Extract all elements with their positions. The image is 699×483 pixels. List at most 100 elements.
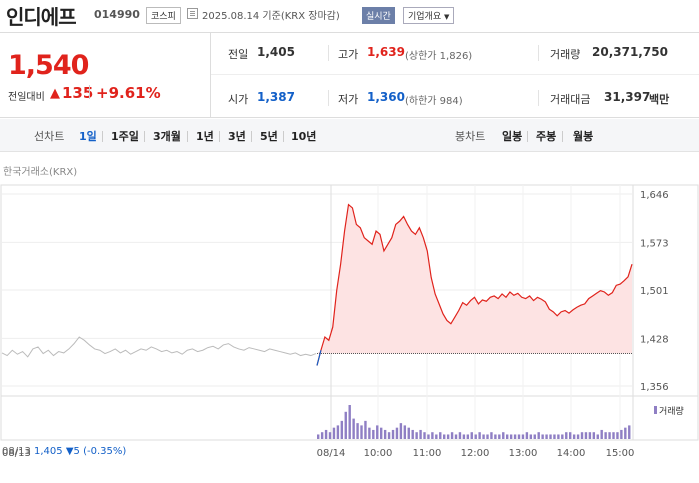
y-tick-label: 1,501 [640, 286, 669, 297]
tab-monthly[interactable]: 월봉 [573, 130, 594, 143]
volume-bar [399, 423, 403, 439]
quote-panel [0, 32, 699, 118]
stock-name: 인디에프 [6, 5, 77, 29]
volume-bar [620, 429, 623, 439]
tab-1w[interactable]: 1주일 [111, 130, 139, 143]
volume-bar [474, 434, 477, 439]
volume-bar [565, 432, 568, 439]
volume-bar [498, 434, 501, 439]
quote-divider [328, 90, 329, 106]
volume-bar [320, 432, 324, 439]
volume-bar [529, 434, 533, 439]
volume-bar [553, 434, 556, 439]
high-value: 1,639 [367, 45, 405, 59]
volume-bar [545, 434, 548, 439]
x-tick-label: 14:00 [557, 448, 586, 459]
volume-bar [616, 432, 619, 439]
volume-bar [415, 432, 418, 439]
volume-bar [364, 420, 367, 439]
tab-1d[interactable]: 1일 [79, 130, 97, 143]
down-arrow-icon: ▼ [65, 446, 74, 457]
volume-bar [588, 432, 592, 439]
x-tick-label: 11:00 [413, 448, 442, 459]
tab-5y[interactable]: 5년 [260, 130, 278, 143]
up-arrow-icon: ▲ [50, 86, 60, 101]
tab-daily[interactable]: 일봉 [502, 130, 523, 143]
volume-bar [317, 434, 320, 439]
volume-bar [324, 429, 328, 439]
tab-divider [251, 131, 252, 142]
y-tick-label: 1,428 [640, 334, 669, 345]
trade-value-label: 거래대금 [550, 93, 591, 106]
volume-bar [502, 432, 505, 439]
price-change: 135 [62, 84, 94, 102]
low-label: 저가 [338, 93, 359, 106]
change-divider [89, 85, 90, 99]
volume-bar [561, 434, 564, 439]
change-label: 전일대비 [8, 92, 45, 103]
plot-frame [0, 184, 699, 441]
company-overview-dropdown[interactable]: 기업개요 ▼ [403, 7, 455, 24]
chart-tabs-bar [0, 119, 699, 152]
tab-10y[interactable]: 10년 [291, 130, 317, 143]
volume-bar [470, 432, 473, 439]
tab-3y[interactable]: 3년 [228, 130, 246, 143]
trade-value: 31,397 [604, 90, 651, 104]
volume-bar [580, 432, 584, 439]
volume-bar [506, 434, 509, 439]
volume-bar [466, 434, 470, 439]
tab-1y[interactable]: 1년 [196, 130, 214, 143]
volume-bar [387, 432, 391, 439]
volume-bar [419, 429, 422, 439]
volume-bar [336, 425, 340, 439]
volume-bar [525, 432, 529, 439]
tab-3m[interactable]: 3개월 [153, 130, 181, 143]
tab-divider [527, 131, 528, 142]
realtime-button[interactable]: 실시간 [362, 7, 395, 24]
volume-bar [376, 425, 379, 439]
volume-bar [356, 423, 359, 439]
quote-date: 2025.08.14 기준(KRX 장마감) [202, 11, 340, 22]
tab-divider [219, 131, 220, 142]
x-tick-label: 08/13 [2, 448, 31, 459]
x-tick-label: 15:00 [606, 448, 635, 459]
x-tick-label: 13:00 [509, 448, 538, 459]
volume-bar [443, 434, 446, 439]
open-value: 1,387 [257, 90, 295, 104]
volume-bar [549, 434, 552, 439]
tab-divider [144, 131, 145, 142]
panel-divider [210, 32, 211, 118]
volume-bar [604, 432, 607, 439]
volume-bar [332, 427, 336, 439]
volume-bar [348, 405, 351, 439]
prev-day-line [1, 336, 317, 358]
volume-bar [360, 425, 363, 439]
tab-weekly[interactable]: 주봉 [536, 130, 557, 143]
volume-bar [395, 427, 399, 439]
lower-limit: (하한가 984) [405, 96, 463, 107]
volume-bar [592, 432, 596, 439]
volume-bar [628, 425, 631, 439]
y-tick-label: 1,646 [640, 190, 669, 201]
x-axis-ticks: 08/13 08/14 10:00 11:00 12:00 13:00 14:00 15:00 [2, 448, 634, 459]
volume-bar [439, 432, 442, 439]
volume-bar [482, 434, 485, 439]
high-label: 고가 [338, 48, 359, 61]
calendar-icon [187, 8, 198, 19]
candle-chart-label: 봉차트 [455, 130, 486, 143]
volume-bar [344, 411, 347, 439]
volume-bar [478, 432, 481, 439]
current-price: 1,540 [8, 50, 89, 81]
volume-bar [431, 432, 434, 439]
volume-bar [368, 427, 371, 439]
upper-limit: (상한가 1,826) [405, 51, 473, 62]
volume-bar [600, 429, 603, 439]
tab-divider [187, 131, 188, 142]
volume-bar [435, 434, 438, 439]
volume-bar [407, 427, 410, 439]
volume-bar [458, 432, 462, 439]
volume-bar [608, 432, 611, 439]
line-chart-label: 선차트 [34, 130, 65, 143]
volume-legend-label: 거래량 [659, 407, 684, 417]
volume-bar [411, 429, 414, 439]
